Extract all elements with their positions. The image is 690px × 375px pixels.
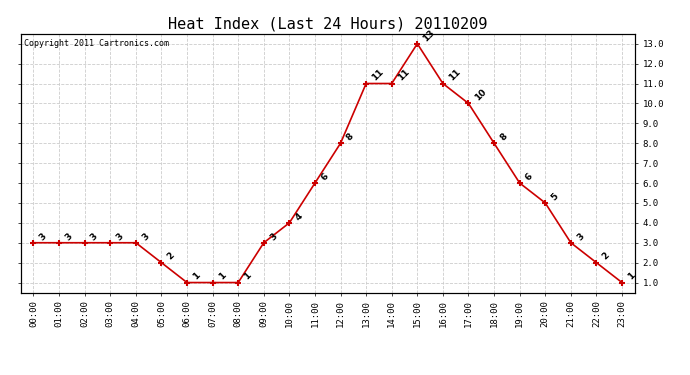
Text: 11: 11 bbox=[396, 68, 411, 83]
Text: 5: 5 bbox=[549, 191, 560, 202]
Text: 1: 1 bbox=[626, 271, 637, 282]
Text: 2: 2 bbox=[166, 251, 177, 262]
Text: 3: 3 bbox=[268, 231, 279, 242]
Text: 3: 3 bbox=[140, 231, 151, 242]
Text: 3: 3 bbox=[115, 231, 125, 242]
Text: 6: 6 bbox=[319, 171, 330, 182]
Text: 11: 11 bbox=[447, 68, 462, 83]
Text: 3: 3 bbox=[38, 231, 48, 242]
Text: Copyright 2011 Cartronics.com: Copyright 2011 Cartronics.com bbox=[23, 39, 169, 48]
Title: Heat Index (Last 24 Hours) 20110209: Heat Index (Last 24 Hours) 20110209 bbox=[168, 16, 487, 31]
Text: 11: 11 bbox=[371, 68, 386, 83]
Text: 3: 3 bbox=[89, 231, 99, 242]
Text: 10: 10 bbox=[473, 87, 488, 103]
Text: 8: 8 bbox=[345, 132, 355, 142]
Text: 3: 3 bbox=[63, 231, 74, 242]
Text: 13: 13 bbox=[422, 28, 437, 43]
Text: 4: 4 bbox=[293, 211, 304, 222]
Text: 3: 3 bbox=[575, 231, 586, 242]
Text: 8: 8 bbox=[498, 132, 509, 142]
Text: 2: 2 bbox=[600, 251, 611, 262]
Text: 1: 1 bbox=[217, 271, 228, 282]
Text: 1: 1 bbox=[242, 271, 253, 282]
Text: 1: 1 bbox=[191, 271, 202, 282]
Text: 6: 6 bbox=[524, 171, 535, 182]
